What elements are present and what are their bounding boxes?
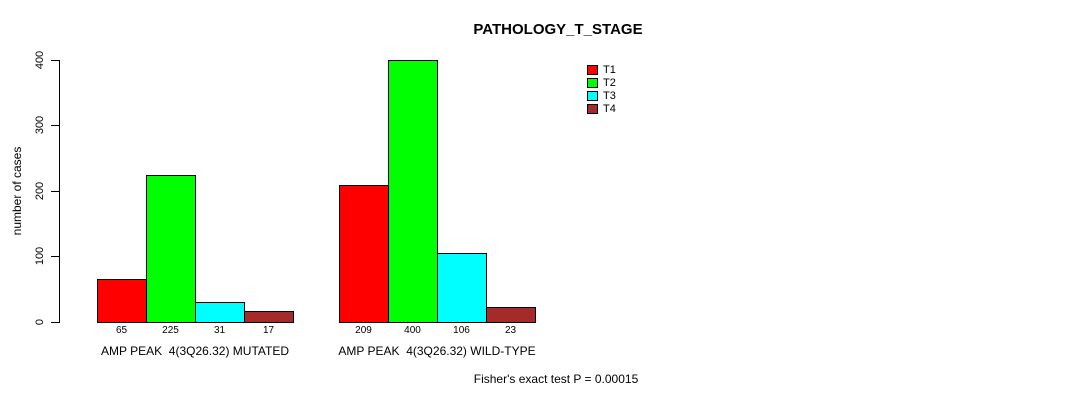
statistical-test-caption: Fisher's exact test P = 0.00015: [473, 372, 639, 386]
chart-title: PATHOLOGY_T_STAGE: [473, 21, 643, 38]
y-tick-mark: [51, 60, 59, 61]
y-tick-label: 200: [34, 181, 46, 201]
x-group-label: AMP PEAK 4(3Q26.32) MUTATED: [100, 344, 290, 358]
bar-value-label: 225: [162, 325, 179, 336]
legend-label: T4: [603, 102, 616, 115]
legend-swatch-t3: [587, 90, 598, 101]
bar-t1-group2: [339, 185, 389, 323]
legend: T1 T2 T3 T4: [587, 63, 616, 115]
legend-item-t2: T2: [587, 76, 616, 89]
legend-swatch-t2: [587, 77, 598, 88]
y-tick-mark: [51, 322, 59, 323]
bar-t1-group1: [97, 279, 147, 323]
y-axis-line: [59, 60, 60, 323]
legend-item-t4: T4: [587, 102, 616, 115]
bar-t3-group1: [195, 302, 245, 323]
x-group-label: AMP PEAK 4(3Q26.32) WILD-TYPE: [338, 344, 536, 358]
legend-label: T2: [603, 76, 616, 89]
bar-t3-group2: [437, 253, 487, 323]
y-tick-mark: [51, 125, 59, 126]
y-tick-mark: [51, 191, 59, 192]
y-tick-mark: [51, 256, 59, 257]
legend-label: T3: [603, 89, 616, 102]
legend-item-t1: T1: [587, 63, 616, 76]
legend-label: T1: [603, 63, 616, 76]
bar-value-label: 17: [262, 325, 275, 336]
y-tick-label: 0: [34, 318, 46, 326]
bar-value-label: 106: [453, 325, 470, 336]
legend-swatch-t1: [587, 64, 598, 75]
y-tick-label: 100: [34, 246, 46, 266]
bar-value-label: 65: [115, 325, 128, 336]
legend-item-t3: T3: [587, 89, 616, 102]
bar-t4-group2: [486, 307, 536, 323]
legend-swatch-t4: [587, 103, 598, 114]
y-axis-label: number of cases: [10, 146, 24, 236]
y-tick-label: 400: [34, 50, 46, 70]
bar-t2-group2: [388, 60, 438, 323]
bar-value-label: 400: [404, 325, 421, 336]
y-tick-label: 300: [34, 115, 46, 135]
bar-value-label: 23: [504, 325, 517, 336]
bar-t2-group1: [146, 175, 196, 323]
bar-value-label: 209: [355, 325, 372, 336]
bar-t4-group1: [244, 311, 294, 323]
bar-value-label: 31: [213, 325, 226, 336]
